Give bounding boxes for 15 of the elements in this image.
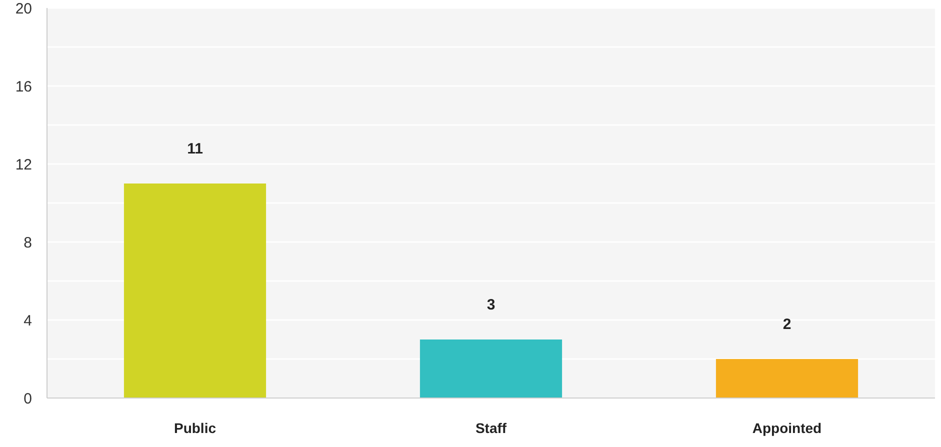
x-tick-label: Public (174, 420, 216, 436)
y-tick-label: 4 (24, 312, 32, 330)
x-tick-label: Staff (475, 420, 507, 436)
bar (124, 184, 266, 398)
bar (420, 340, 562, 398)
data-label: 11 (187, 140, 203, 158)
x-tick-label: Appointed (752, 420, 822, 436)
y-tick-label: 16 (15, 78, 32, 96)
bar (716, 359, 858, 398)
y-tick-label: 8 (24, 234, 32, 252)
y-tick-label: 20 (15, 0, 32, 18)
y-tick-label: 12 (15, 156, 32, 174)
data-label: 3 (486, 296, 496, 314)
data-label: 2 (782, 316, 792, 333)
y-tick-label: 0 (24, 390, 32, 408)
